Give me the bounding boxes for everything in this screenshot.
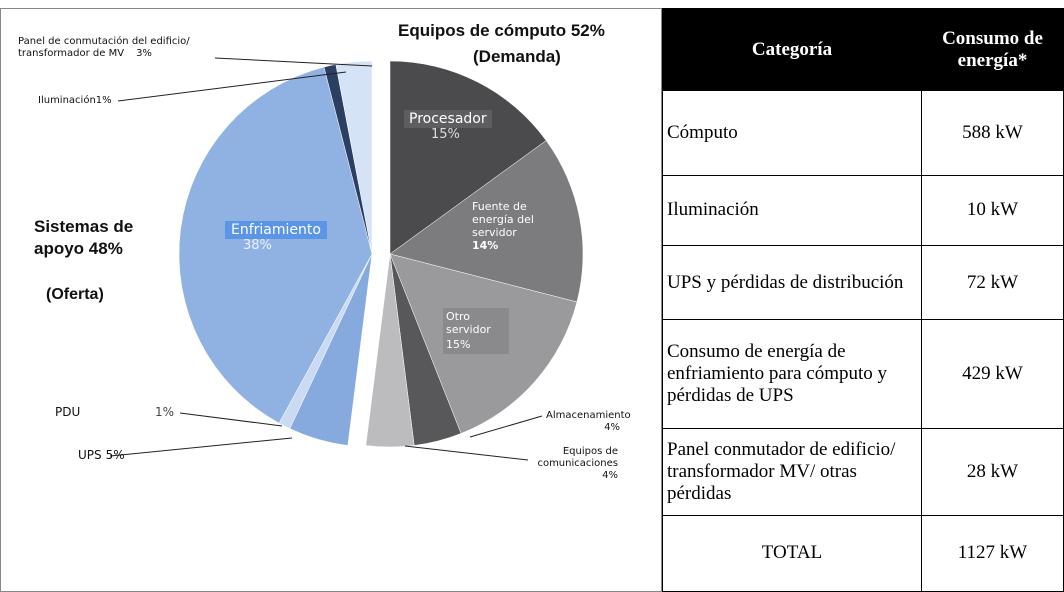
group-sublabel: (Oferta) [46,286,104,303]
slice-name: PDU [55,405,81,419]
leader-lines [109,57,543,461]
slice-name: Panel de conmutación del edificio/ trans… [18,36,190,59]
pie-chart [0,8,662,592]
slice-value: 3% [136,48,152,59]
table-cell: Iluminación [662,174,922,246]
slice-value: 14% [472,239,499,252]
slice-label: Fuente de energía del servidor 14% [472,200,552,253]
slice-value: 1% [155,405,175,419]
slice-name: Procesador [404,110,492,128]
table-cell: 429 kW [921,319,1064,429]
slice-label: Otro servidor 15% [443,308,509,354]
slice-name: UPS [78,448,102,462]
pie-slice [365,253,415,448]
slice-label: Almacenamiento 4% [546,410,631,434]
group-sublabel: (Demanda) [473,47,561,66]
header-cell: Consumo de energía* [921,8,1064,91]
table-cell: TOTAL [662,514,922,592]
table-row: Consumo de energía de enfriamiento para … [662,319,1064,429]
table-cell: Panel conmutador de edificio/ transforma… [662,427,922,516]
slice-label: Enfriamiento 38% [225,221,345,253]
table-cell: UPS y pérdidas de distribución [662,244,922,321]
slice-label: Equipos de comunicaciones 4% [528,446,618,482]
table-cell: 28 kW [921,427,1064,516]
slice-label: Panel de conmutación del edificio/ trans… [18,36,233,60]
slice-value: 1% [95,95,112,106]
table-row: Cómputo 588 kW [662,90,1064,176]
slice-value: 4% [602,470,618,481]
slice-label: Iluminación1% [38,95,128,107]
slice-name: Iluminación [38,95,96,106]
slice-value: 15% [431,127,460,142]
slice-name: Enfriamiento [225,221,327,239]
pie-slice [389,140,584,303]
group-label: Equipos de cómputo 52% [398,21,605,40]
table-row: Iluminación 10 kW [662,174,1064,246]
table-row: UPS y pérdidas de distribución 72 kW [662,244,1064,321]
table-cell: 588 kW [921,90,1064,176]
slice-value: 15% [443,338,509,354]
table-cell: Consumo de energía de enfriamiento para … [662,319,922,429]
table-cell: 10 kW [921,174,1064,246]
pie-slice [178,66,373,424]
slice-label: PDU 1% [55,405,174,419]
header-cell: Categoría [662,8,922,91]
energy-table: Categoría Consumo de energía* Cómputo 588… [662,8,1064,592]
slice-name: Almacenamiento [546,410,631,421]
pie-slice [389,60,547,255]
slice-value: 5% [105,448,125,462]
group-label: Sistemas de apoyo 48% [34,217,134,258]
table-cell: Cómputo [662,90,922,176]
table-cell: 72 kW [921,244,1064,321]
slice-name: Otro servidor [443,308,509,338]
slice-value: 4% [604,422,620,433]
slice-label: UPS 5% [78,449,158,463]
table-cell: 1127 kW [921,514,1064,592]
table-row: Panel conmutador de edificio/ transforma… [662,427,1064,516]
table-row: TOTAL 1127 kW [662,514,1064,592]
slice-name: Fuente de energía del servidor [472,200,534,239]
slice-name: Equipos de comunicaciones [537,446,618,469]
slice-label: Procesador 15% [404,110,524,142]
slice-value: 38% [243,238,272,253]
